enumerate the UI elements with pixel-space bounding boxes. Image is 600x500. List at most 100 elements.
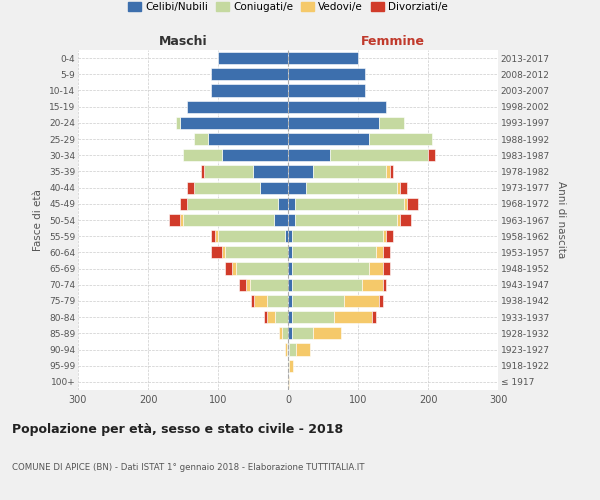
Bar: [330, 149, 428, 162]
Bar: [239, 278, 246, 291]
Y-axis label: Anni di nascita: Anni di nascita: [556, 182, 566, 258]
Bar: [368, 133, 431, 145]
Bar: [288, 278, 292, 291]
Bar: [225, 246, 288, 258]
Bar: [407, 198, 418, 210]
Bar: [386, 166, 389, 177]
Bar: [404, 198, 407, 210]
Bar: [253, 166, 288, 177]
Bar: [225, 262, 232, 274]
Bar: [292, 278, 361, 291]
Bar: [389, 166, 393, 177]
Legend: Celibi/Nubili, Coniugati/e, Vedovi/e, Divorziati/e: Celibi/Nubili, Coniugati/e, Vedovi/e, Di…: [124, 0, 452, 16]
Bar: [287, 344, 288, 355]
Bar: [169, 214, 179, 226]
Bar: [288, 198, 295, 210]
Bar: [288, 311, 292, 323]
Bar: [288, 133, 368, 145]
Bar: [267, 311, 275, 323]
Bar: [368, 262, 383, 274]
Bar: [275, 311, 288, 323]
Bar: [292, 295, 344, 307]
Bar: [428, 149, 435, 162]
Bar: [288, 182, 305, 194]
Bar: [288, 149, 330, 162]
Bar: [232, 262, 235, 274]
Bar: [183, 214, 274, 226]
Bar: [313, 166, 386, 177]
Bar: [221, 149, 288, 162]
Bar: [344, 295, 379, 307]
Bar: [334, 311, 372, 323]
Bar: [221, 246, 225, 258]
Bar: [397, 214, 400, 226]
Bar: [176, 117, 179, 129]
Bar: [215, 230, 218, 242]
Bar: [204, 166, 253, 177]
Bar: [288, 68, 365, 80]
Bar: [383, 278, 386, 291]
Bar: [183, 149, 221, 162]
Bar: [397, 182, 400, 194]
Bar: [218, 230, 284, 242]
Bar: [292, 262, 368, 274]
Bar: [361, 278, 383, 291]
Bar: [379, 295, 383, 307]
Bar: [277, 198, 288, 210]
Bar: [211, 68, 288, 80]
Bar: [288, 230, 292, 242]
Bar: [260, 182, 288, 194]
Bar: [288, 344, 289, 355]
Bar: [285, 344, 287, 355]
Bar: [383, 230, 386, 242]
Bar: [288, 360, 289, 372]
Bar: [279, 328, 283, 340]
Bar: [288, 84, 365, 96]
Bar: [263, 311, 267, 323]
Bar: [218, 52, 288, 64]
Bar: [383, 246, 389, 258]
Bar: [179, 214, 183, 226]
Text: Maschi: Maschi: [158, 36, 208, 49]
Bar: [288, 376, 289, 388]
Bar: [179, 198, 187, 210]
Bar: [383, 262, 389, 274]
Bar: [193, 133, 208, 145]
Bar: [288, 262, 292, 274]
Bar: [187, 182, 193, 194]
Bar: [250, 278, 288, 291]
Bar: [288, 166, 313, 177]
Bar: [254, 295, 267, 307]
Bar: [400, 182, 407, 194]
Bar: [211, 246, 221, 258]
Bar: [235, 262, 288, 274]
Bar: [292, 246, 376, 258]
Bar: [289, 344, 296, 355]
Bar: [283, 328, 288, 340]
Bar: [288, 117, 379, 129]
Bar: [292, 328, 313, 340]
Bar: [379, 117, 404, 129]
Bar: [251, 295, 254, 307]
Text: Femmine: Femmine: [361, 36, 425, 49]
Bar: [295, 198, 404, 210]
Bar: [267, 295, 288, 307]
Bar: [288, 214, 295, 226]
Text: Popolazione per età, sesso e stato civile - 2018: Popolazione per età, sesso e stato civil…: [12, 422, 343, 436]
Bar: [179, 117, 288, 129]
Bar: [187, 100, 288, 112]
Bar: [292, 311, 334, 323]
Bar: [288, 100, 386, 112]
Bar: [295, 214, 397, 226]
Bar: [376, 246, 383, 258]
Bar: [246, 278, 250, 291]
Bar: [211, 230, 215, 242]
Bar: [292, 230, 383, 242]
Bar: [372, 311, 376, 323]
Bar: [288, 52, 358, 64]
Bar: [313, 328, 341, 340]
Bar: [400, 214, 410, 226]
Bar: [288, 295, 292, 307]
Bar: [274, 214, 288, 226]
Bar: [305, 182, 397, 194]
